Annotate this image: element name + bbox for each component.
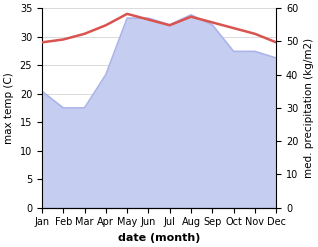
X-axis label: date (month): date (month) (118, 233, 200, 243)
Y-axis label: max temp (C): max temp (C) (4, 72, 14, 144)
Y-axis label: med. precipitation (kg/m2): med. precipitation (kg/m2) (304, 38, 314, 178)
